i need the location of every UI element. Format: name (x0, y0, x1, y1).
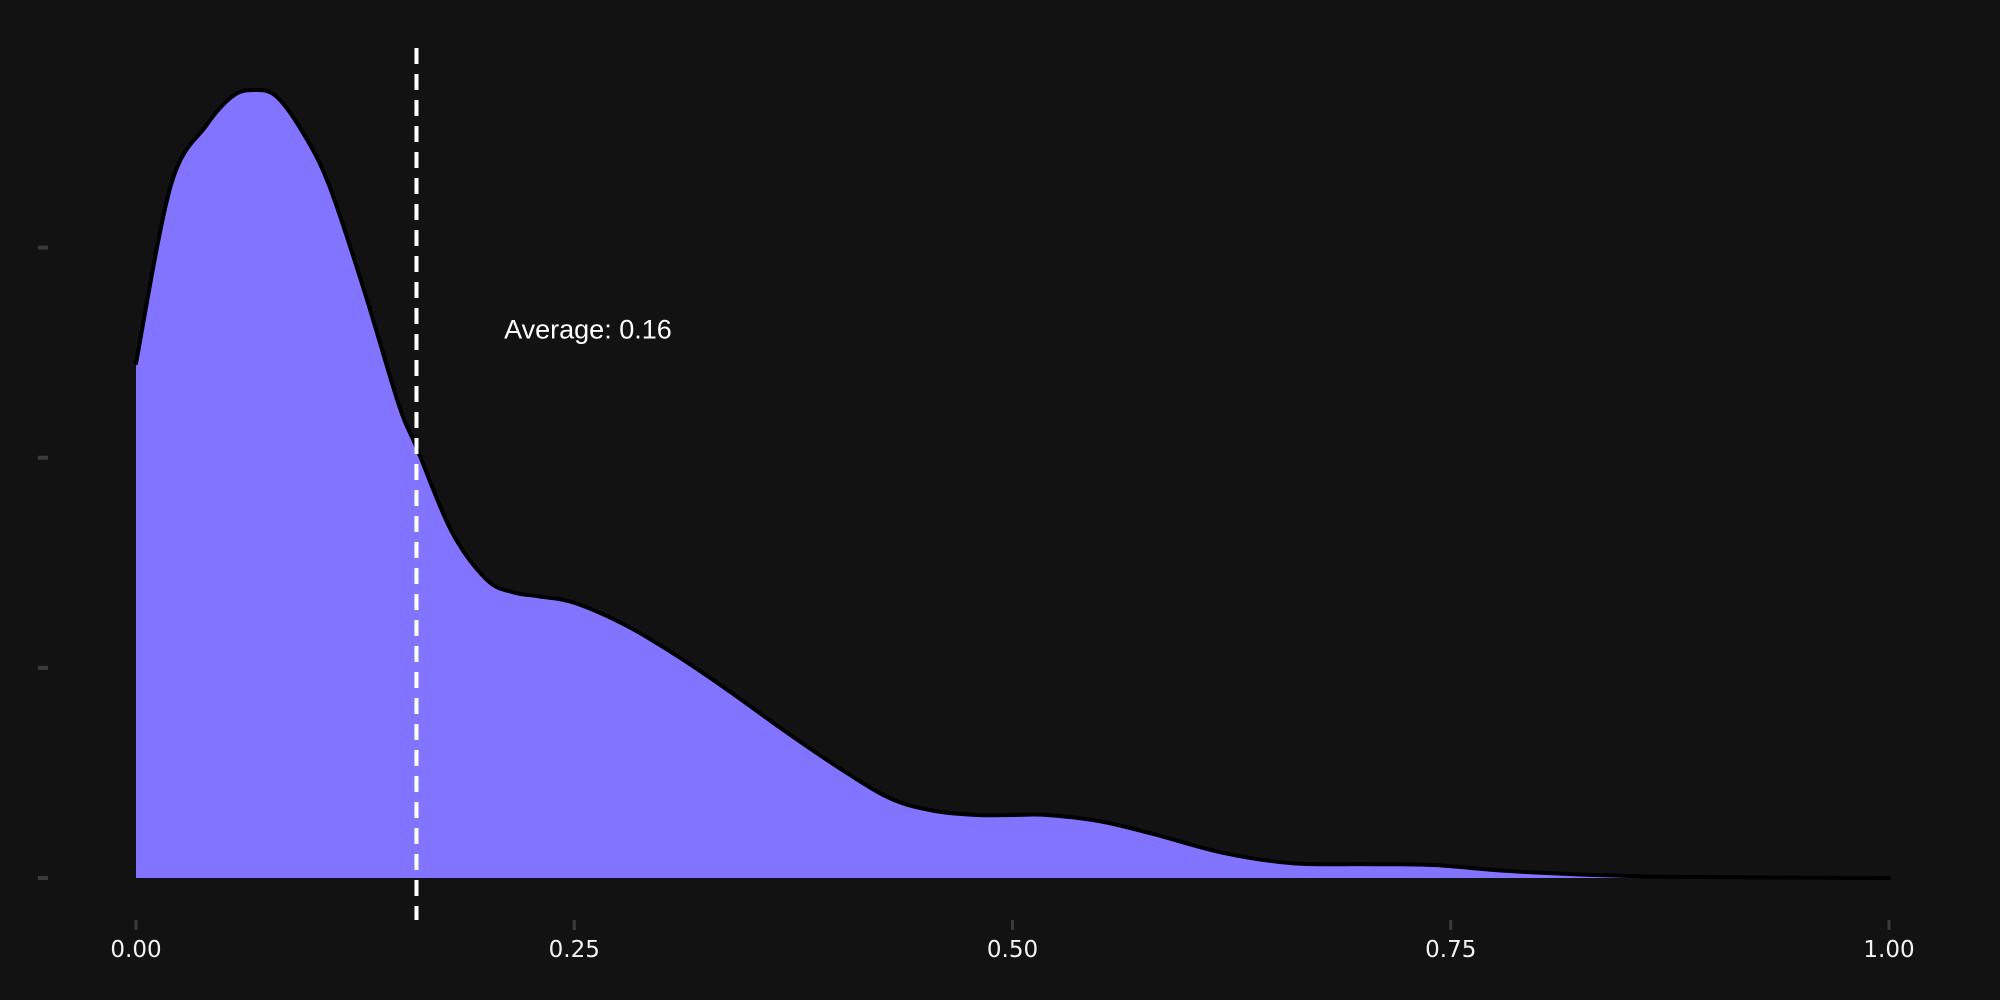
density-line-0 (134, 87, 1891, 880)
x-axis-ticks: 0.00 0.25 0.50 0.75 1.00 (110, 920, 1915, 963)
y-axis-ticks (38, 245, 48, 880)
series-layer (134, 87, 1891, 880)
x-tick-label-2: 0.50 (987, 937, 1038, 963)
x-tick-label-3: 0.75 (1425, 937, 1476, 963)
mean-annotation: Average: 0.16 (504, 315, 672, 345)
annotation-layer: Average: 0.16 (504, 315, 672, 345)
x-tick-label-0: 0.00 (110, 937, 161, 963)
x-tick-label-1: 0.25 (549, 937, 600, 963)
density-area-0 (136, 89, 1889, 879)
x-tick-label-4: 1.00 (1863, 937, 1914, 963)
